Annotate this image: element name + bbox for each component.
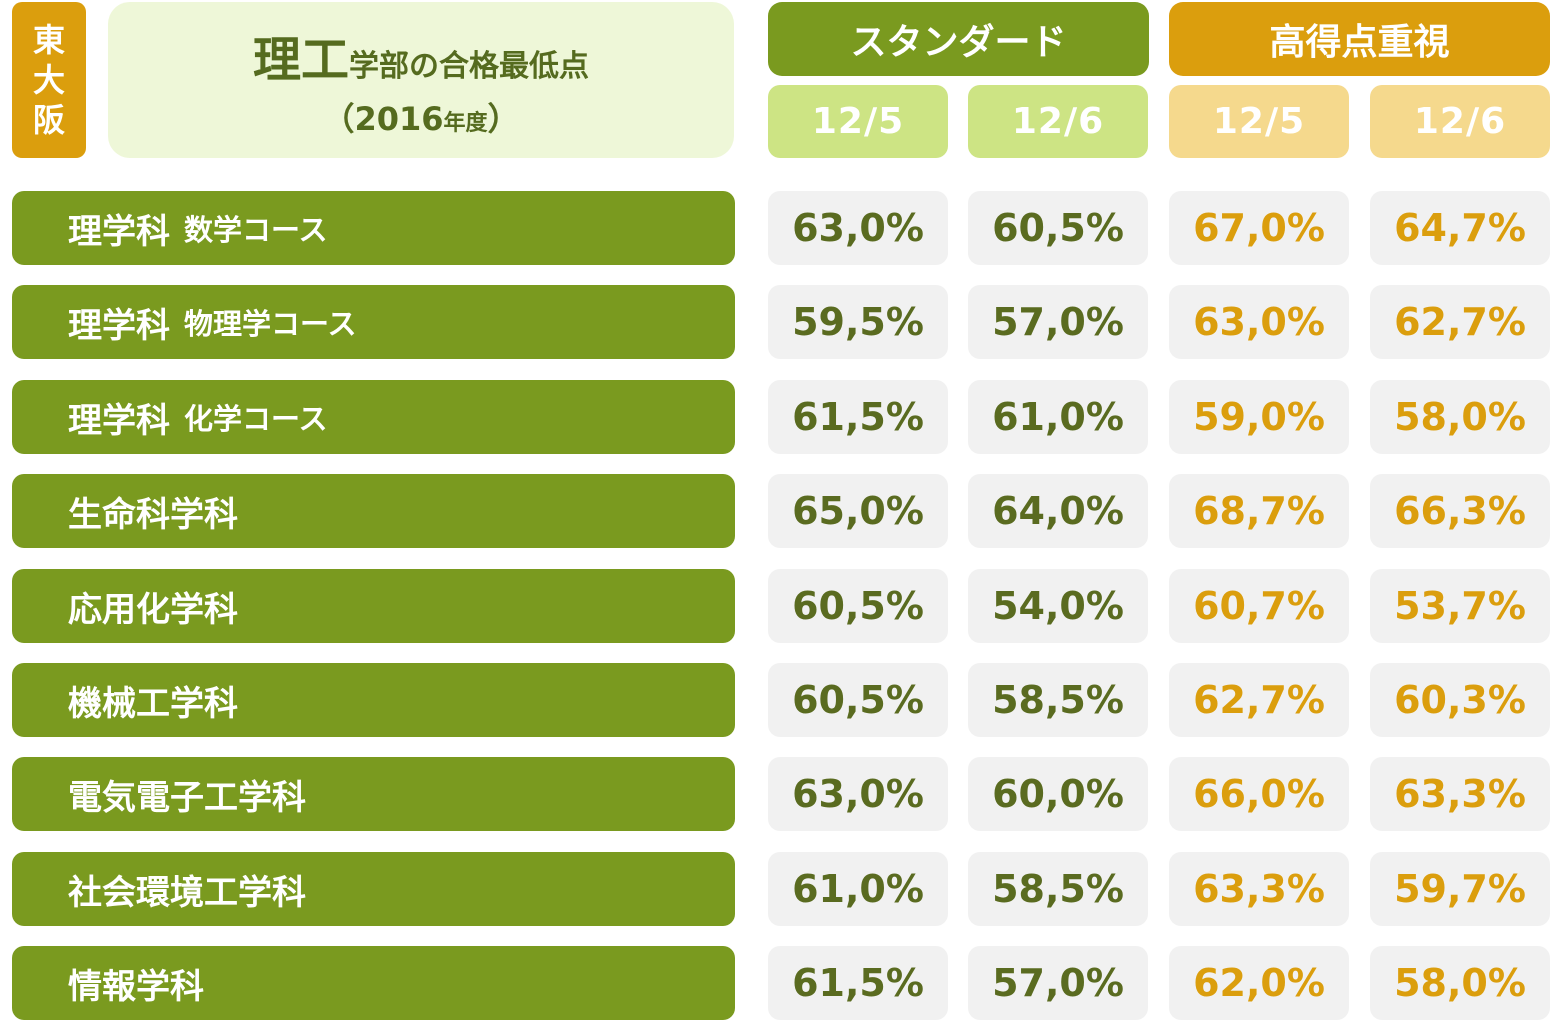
score-cell-standard: 60,0% bbox=[968, 757, 1148, 831]
university-char: 東 bbox=[32, 21, 65, 59]
score-cell-high-score: 62,7% bbox=[1169, 663, 1349, 737]
university-char: 阪 bbox=[32, 101, 65, 139]
title-suffix: 学部の合格最低点 bbox=[349, 49, 589, 84]
department-name: 情報学科 bbox=[68, 966, 204, 1007]
score-cell-standard: 54,0% bbox=[968, 569, 1148, 643]
department-label: 機械工学科 bbox=[12, 663, 735, 737]
score-cell-high-score: 53,7% bbox=[1370, 569, 1550, 643]
score-cell-high-score: 64,7% bbox=[1370, 191, 1550, 265]
score-cell-standard: 63,0% bbox=[768, 757, 948, 831]
score-cell-standard: 60,5% bbox=[768, 663, 948, 737]
department-label: 生命科学科 bbox=[12, 474, 735, 548]
year-close: ） bbox=[487, 100, 520, 138]
score-cell-standard: 61,5% bbox=[768, 946, 948, 1020]
page-title: 理工学部の合格最低点 bbox=[108, 20, 734, 90]
score-cell-standard: 61,5% bbox=[768, 380, 948, 454]
year-unit: 年度 bbox=[443, 111, 488, 136]
department-label: 応用化学科 bbox=[12, 569, 735, 643]
score-cell-high-score: 62,7% bbox=[1370, 285, 1550, 359]
year-label: （2016年度） bbox=[108, 94, 734, 140]
score-cell-standard: 57,0% bbox=[968, 946, 1148, 1020]
department-name: 生命科学科 bbox=[68, 494, 238, 535]
group-header-high-score: 高得点重視 bbox=[1169, 2, 1550, 76]
date-header-high-1: 12/5 bbox=[1169, 85, 1349, 158]
university-badge: 東 大 阪 bbox=[12, 2, 86, 158]
date-header-standard-2: 12/6 bbox=[968, 85, 1148, 158]
score-cell-high-score: 63,3% bbox=[1169, 852, 1349, 926]
score-cell-high-score: 60,3% bbox=[1370, 663, 1550, 737]
course-name: 物理学コース bbox=[184, 307, 357, 341]
score-cell-high-score: 66,3% bbox=[1370, 474, 1550, 548]
department-name: 応用化学科 bbox=[68, 589, 238, 630]
title-box: 理工学部の合格最低点 （2016年度） bbox=[108, 2, 734, 158]
score-cell-high-score: 62,0% bbox=[1169, 946, 1349, 1020]
score-cell-high-score: 63,3% bbox=[1370, 757, 1550, 831]
score-cell-standard: 59,5% bbox=[768, 285, 948, 359]
department-name: 理学科 bbox=[68, 211, 170, 252]
department-name: 社会環境工学科 bbox=[68, 872, 306, 913]
score-cell-standard: 61,0% bbox=[768, 852, 948, 926]
score-cell-standard: 60,5% bbox=[768, 569, 948, 643]
score-cell-high-score: 59,0% bbox=[1169, 380, 1349, 454]
score-cell-high-score: 60,7% bbox=[1169, 569, 1349, 643]
score-cell-standard: 63,0% bbox=[768, 191, 948, 265]
score-cell-high-score: 58,0% bbox=[1370, 380, 1550, 454]
department-name: 理学科 bbox=[68, 400, 170, 441]
score-cell-high-score: 67,0% bbox=[1169, 191, 1349, 265]
score-cell-high-score: 68,7% bbox=[1169, 474, 1349, 548]
score-cell-standard: 64,0% bbox=[968, 474, 1148, 548]
department-label: 電気電子工学科 bbox=[12, 757, 735, 831]
score-cell-high-score: 58,0% bbox=[1370, 946, 1550, 1020]
score-cell-standard: 58,5% bbox=[968, 852, 1148, 926]
score-cell-standard: 61,0% bbox=[968, 380, 1148, 454]
date-header-high-2: 12/6 bbox=[1370, 85, 1550, 158]
score-cell-standard: 58,5% bbox=[968, 663, 1148, 737]
faculty-name: 理工 bbox=[252, 32, 349, 88]
department-name: 電気電子工学科 bbox=[68, 777, 306, 818]
score-cell-standard: 60,5% bbox=[968, 191, 1148, 265]
score-cell-high-score: 63,0% bbox=[1169, 285, 1349, 359]
department-label: 理学科 数学コース bbox=[12, 191, 735, 265]
university-char: 大 bbox=[32, 61, 65, 99]
department-label: 社会環境工学科 bbox=[12, 852, 735, 926]
score-cell-standard: 65,0% bbox=[768, 474, 948, 548]
department-label: 理学科 物理学コース bbox=[12, 285, 735, 359]
department-name: 理学科 bbox=[68, 305, 170, 346]
year-open: （2016 bbox=[322, 100, 444, 138]
course-name: 数学コース bbox=[184, 213, 328, 247]
score-cell-high-score: 66,0% bbox=[1169, 757, 1349, 831]
score-cell-standard: 57,0% bbox=[968, 285, 1148, 359]
group-header-standard: スタンダード bbox=[768, 2, 1149, 76]
course-name: 化学コース bbox=[184, 402, 328, 436]
score-cell-high-score: 59,7% bbox=[1370, 852, 1550, 926]
date-header-standard-1: 12/5 bbox=[768, 85, 948, 158]
department-label: 情報学科 bbox=[12, 946, 735, 1020]
department-name: 機械工学科 bbox=[68, 683, 238, 724]
department-label: 理学科 化学コース bbox=[12, 380, 735, 454]
